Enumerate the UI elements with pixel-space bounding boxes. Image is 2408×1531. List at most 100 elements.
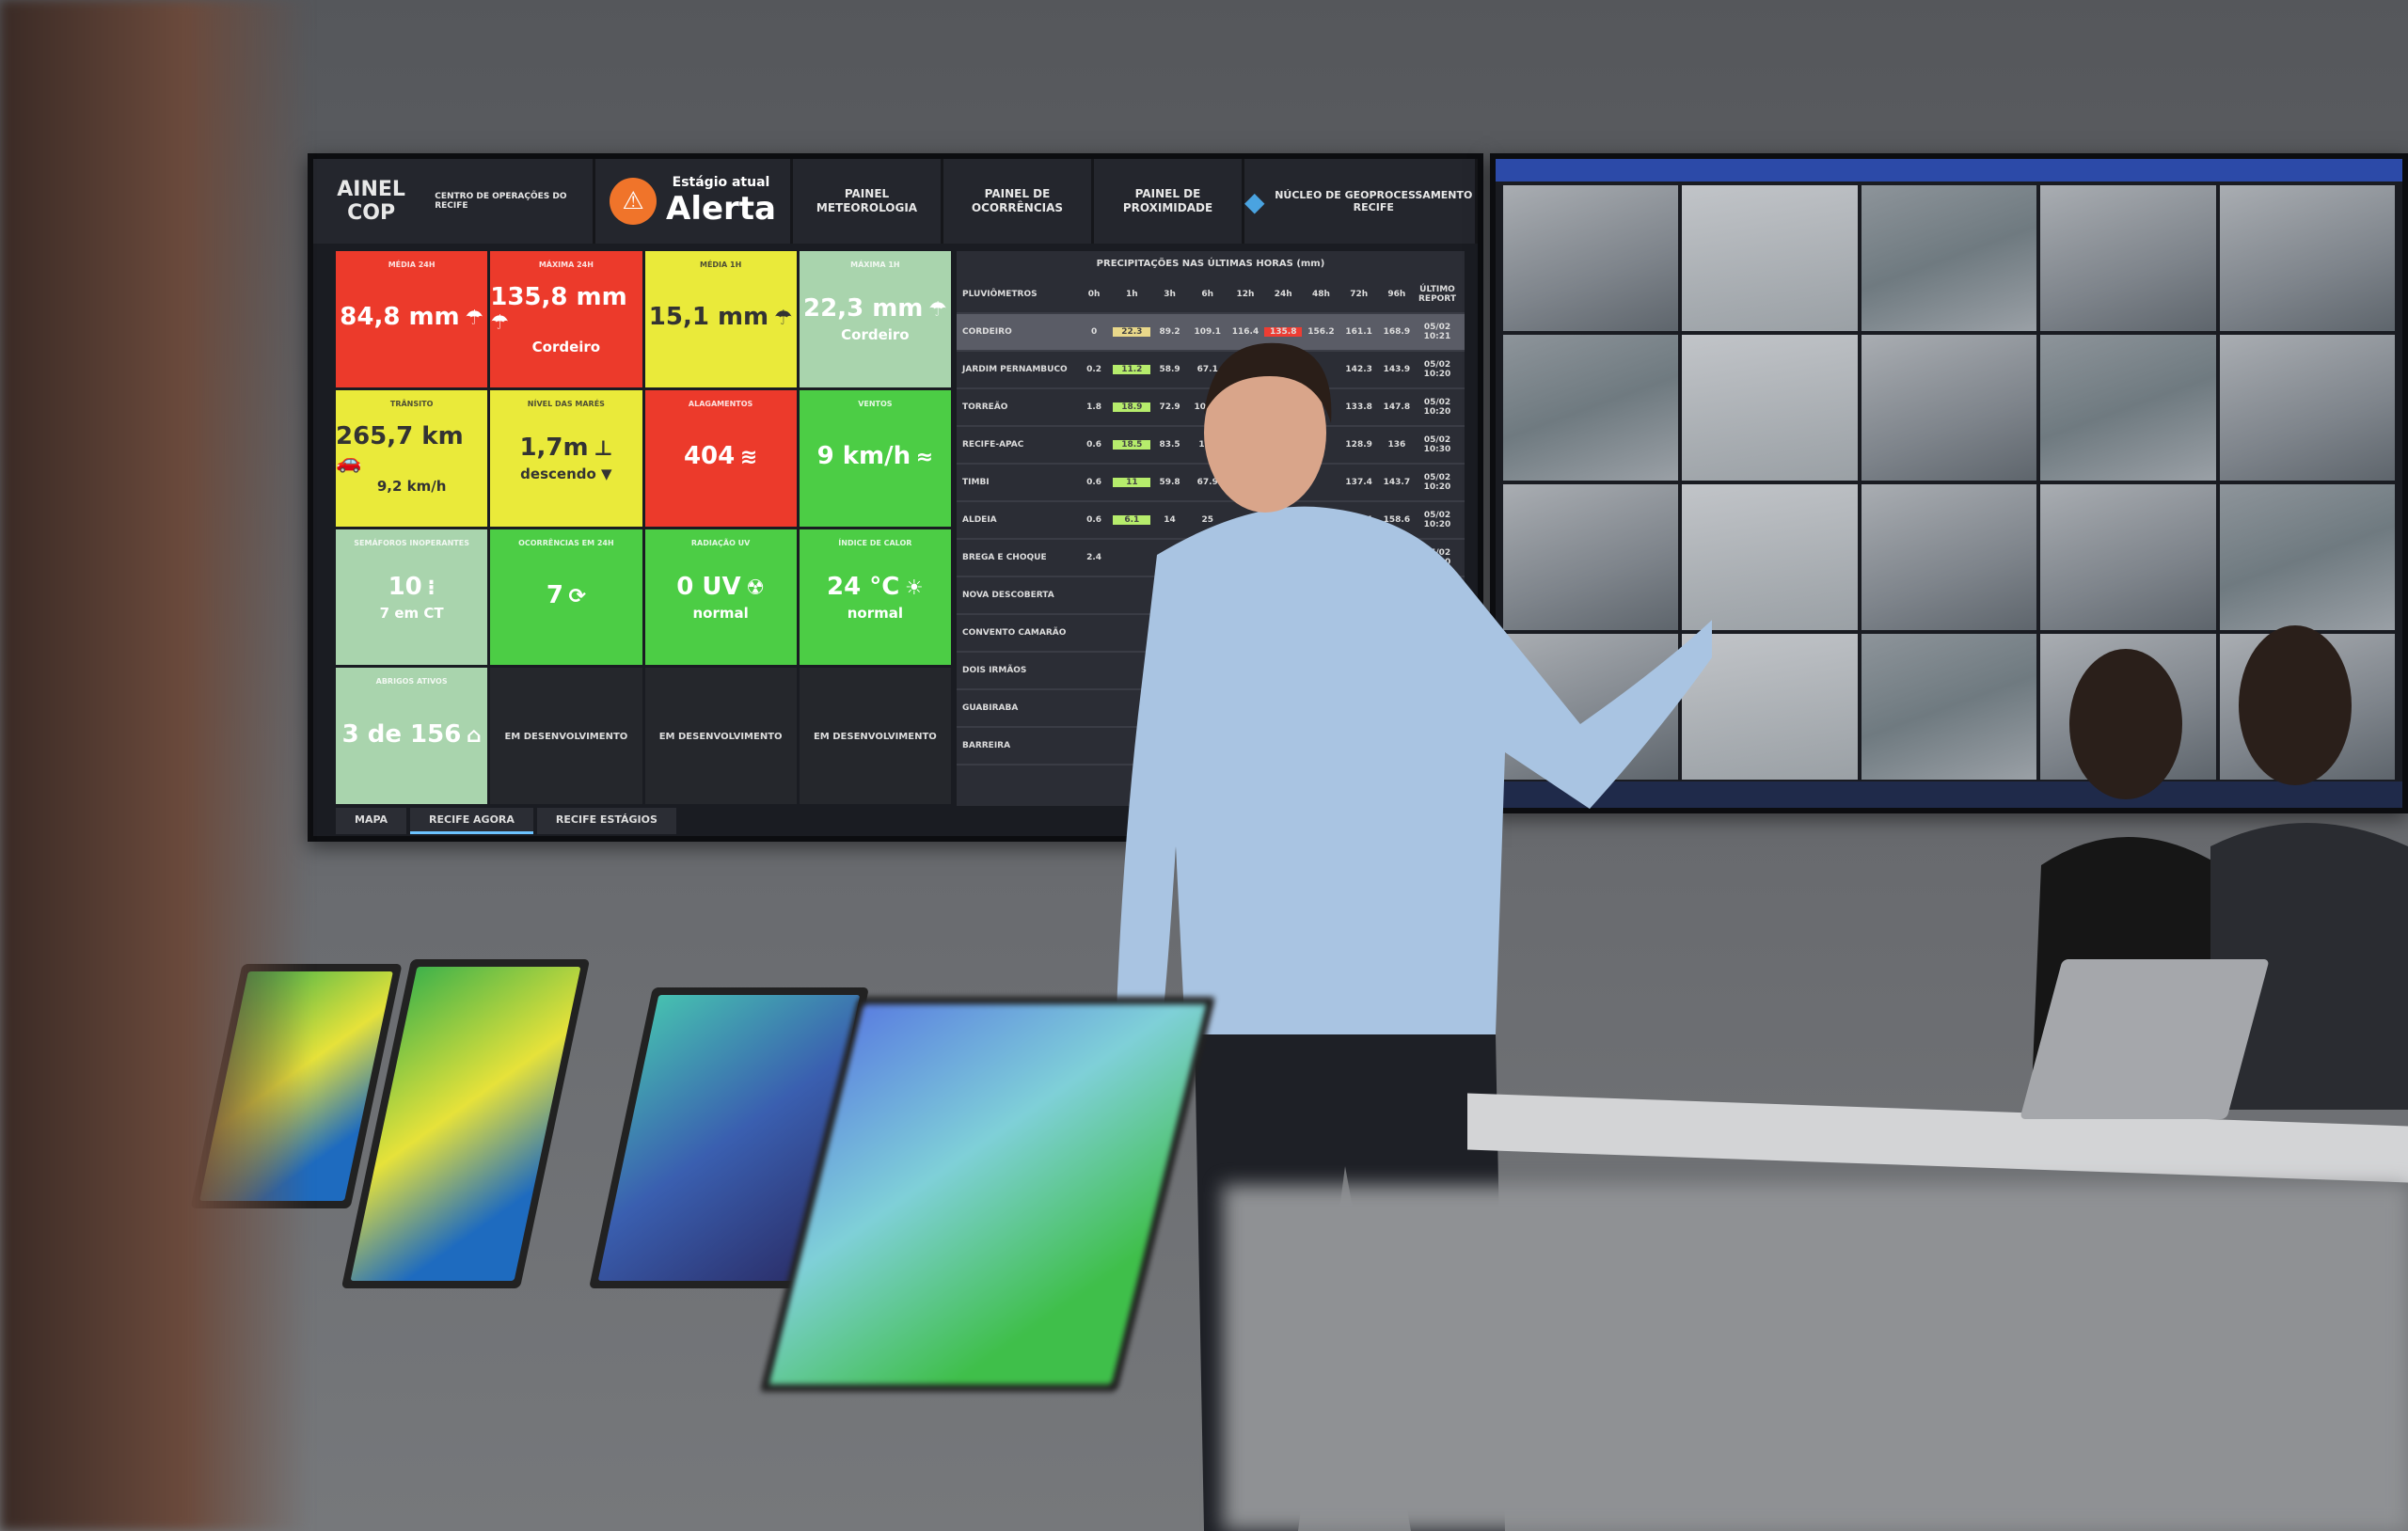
table-title: PRECIPITAÇÕES NAS ÚLTIMAS HORAS (mm) [1096, 259, 1325, 269]
waves-icon: ≋ [739, 446, 758, 470]
metric-tile: MÉDIA 24H 84,8 mm ☂ [336, 251, 488, 387]
tab-mapa[interactable]: MAPA [336, 808, 407, 834]
table-cell: 18.9 [1113, 402, 1151, 412]
table-row[interactable]: CORDEIRO 0 22.3 89.2 109.1 116.4 135.8 156.2 161… [957, 314, 1465, 352]
metric-tile: MÁXIMA 24H 135,8 mm ☂ Cordeiro [490, 251, 642, 387]
panel-proximidade-button[interactable]: PAINEL DE PROXIMIDADE [1094, 159, 1244, 244]
tile-value: 84,8 mm [340, 303, 460, 332]
tile-sub: 7 em CT [379, 604, 444, 622]
tile-label: RADIAÇÃO UV [690, 538, 751, 547]
metric-tiles: MÉDIA 24H 84,8 mm ☂ MÁXIMA 24H 135,8 mm … [336, 251, 951, 804]
metric-tile: VENTOS 9 km/h ≈ [799, 389, 951, 527]
rain-cloud-icon: ☂ [490, 310, 509, 335]
stage-indicator: ⚠ Estágio atual Alerta [595, 159, 793, 244]
table-cell: 168.9 [1383, 327, 1411, 337]
camera-feed[interactable] [1861, 185, 2037, 331]
camera-feed[interactable] [1861, 335, 2037, 481]
wind-icon: ≈ [915, 446, 934, 470]
metric-tile: SEMÁFOROS INOPERANTES 10 ⁝ 7 em CT [336, 529, 488, 666]
camera-feed[interactable] [1503, 335, 1679, 481]
camera-feed[interactable] [1861, 634, 2037, 780]
tile-value: 1,7m [519, 434, 589, 463]
metric-tile: OCORRÊNCIAS EM 24H 7 ⟳ [490, 529, 642, 666]
blurred-person-foreground [0, 0, 310, 1531]
tile-sub: normal [692, 604, 749, 622]
tile-label: ÍNDICE DE CALOR [838, 538, 912, 547]
tile-value: 15,1 mm [648, 303, 769, 332]
camera-feed[interactable] [2040, 335, 2216, 481]
table-cell: 128.9 [1345, 440, 1372, 450]
table-cell: 05/02 10:20 [1423, 360, 1451, 379]
taskbar [1496, 781, 2402, 808]
camera-feed[interactable] [1682, 484, 1858, 630]
table-cell: 48h [1311, 290, 1330, 299]
table-cell: RECIFE-APAC [962, 440, 1024, 450]
radiation-icon: ☢ [746, 576, 765, 600]
table-cell: 147.8 [1383, 402, 1411, 412]
camera-feed[interactable] [2040, 185, 2216, 331]
table-cell: 0.6 [1086, 478, 1102, 487]
metric-tile: MÁXIMA 1H 22,3 mm ☂ Cordeiro [799, 251, 951, 387]
table-cell: GUABIRABA [962, 703, 1019, 713]
metric-tile: TRÂNSITO 265,7 km 🚗 9,2 km/h [336, 389, 488, 527]
car-icon: 🚗 [336, 450, 362, 474]
brand-title: AINEL COP [337, 178, 405, 225]
tile-value: 9 km/h [816, 442, 911, 471]
camera-toolbar [1496, 159, 2402, 182]
tile-value: 3 de 156 [341, 719, 462, 749]
rain-cloud-icon: ☂ [465, 307, 483, 331]
tile-label: MÁXIMA 24H [538, 260, 594, 269]
table-cell: 133.8 [1345, 402, 1372, 412]
brand-subtitle: CENTRO DE OPERAÇÕES DO RECIFE [435, 192, 567, 211]
table-cell: 14 [1164, 515, 1176, 525]
camera-feed[interactable] [2219, 335, 2395, 481]
table-cell: 109.1 [1194, 327, 1221, 337]
tile-value: 10 [388, 572, 422, 601]
table-header: PLUVIÔMETROS 0h 1h 3h 6h 12h 24h 48h 72h 96h ÚLTIM… [957, 276, 1465, 314]
table-cell: 0 [1090, 327, 1098, 337]
metric-tile: NÍVEL DAS MARÉS 1,7m ⊥ descendo ▼ [490, 389, 642, 527]
geo-logo: ◆ NÚCLEO DE GEOPROCESSAMENTO RECIFE [1244, 159, 1478, 244]
panel-ocorrencias-button[interactable]: PAINEL DE OCORRÊNCIAS [943, 159, 1094, 244]
table-cell: CORDEIRO [962, 327, 1012, 337]
metric-tile: ALAGAMENTOS 404 ≋ [644, 389, 797, 527]
camera-feed[interactable] [1682, 335, 1858, 481]
tab-recife-estagios[interactable]: RECIFE ESTÁGIOS [536, 808, 676, 834]
tile-value: 0 UV [676, 572, 741, 601]
camera-feed[interactable] [1682, 185, 1858, 331]
table-cell: 12h [1236, 290, 1255, 299]
camera-feed[interactable] [1503, 185, 1679, 331]
metric-tile: ABRIGOS ATIVOS 3 de 156 ⌂ [336, 668, 488, 804]
tile-label: TRÂNSITO [389, 399, 434, 408]
table-row[interactable]: TIMBI 0.6 11 59.8 67.9 137.4 143.7 05/02 10:20 [957, 465, 1465, 502]
camera-feed[interactable] [2040, 484, 2216, 630]
table-cell: BREGA E CHOQUE [962, 553, 1047, 562]
tile-value: 135,8 mm [490, 282, 627, 311]
table-cell: JARDIM PERNAMBUCO [962, 365, 1068, 374]
tab-recife-agora[interactable]: RECIFE AGORA [410, 808, 533, 834]
tile-label: NÍVEL DAS MARÉS [527, 399, 605, 408]
table-cell: 11.2 [1113, 365, 1151, 374]
hair [1204, 342, 1332, 423]
dashboard-header: AINEL COP CENTRO DE OPERAÇÕES DO RECIFE ⚠… [313, 159, 1478, 244]
table-cell: 22.3 [1113, 327, 1151, 337]
alert-icon: ⚠ [610, 178, 657, 225]
tide-icon: ⊥ [594, 437, 613, 462]
table-cell: 05/02 10:20 [1423, 511, 1451, 529]
camera-feed[interactable] [2219, 185, 2395, 331]
table-cell: 67.1 [1196, 365, 1218, 374]
camera-feed[interactable] [1861, 484, 2037, 630]
rain-cloud-icon: ☂ [773, 307, 793, 331]
camera-feed[interactable] [2219, 484, 2395, 630]
table-cell: 6h [1201, 290, 1214, 299]
table-cell: 25 [1201, 515, 1214, 525]
tile-value: EM DESENVOLVIMENTO [658, 732, 783, 743]
camera-feed[interactable] [1503, 484, 1679, 630]
panel-meteorologia-button[interactable]: PAINEL METEOROLOGIA [793, 159, 943, 244]
tile-value: EM DESENVOLVIMENTO [813, 732, 937, 743]
refresh-icon: ⟳ [568, 584, 586, 608]
table-cell: 1.8 [1086, 402, 1102, 412]
table-cell: 137.4 [1345, 478, 1372, 487]
metric-tile: ÍNDICE DE CALOR 24 °C ☀ normal [799, 529, 951, 666]
tile-sub: Cordeiro [841, 326, 910, 344]
